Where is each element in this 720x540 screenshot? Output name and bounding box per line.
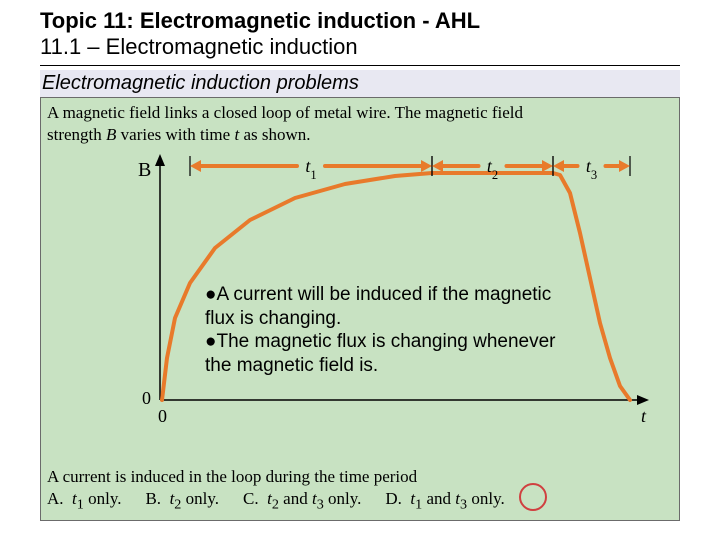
page-subtitle: 11.1 – Electromagnetic induction	[40, 34, 680, 60]
svg-text:t3: t3	[586, 156, 597, 182]
page-title: Topic 11: Electromagnetic induction - AH…	[40, 8, 680, 34]
bullet-icon: ●	[205, 331, 216, 352]
annotation-line1: ●A current will be induced if the magnet…	[205, 283, 565, 331]
svg-text:B: B	[138, 159, 151, 181]
header: Topic 11: Electromagnetic induction - AH…	[0, 0, 720, 63]
stem-var-B: B	[106, 125, 116, 144]
stem-line1: A magnetic field links a closed loop of …	[47, 103, 523, 122]
svg-text:0: 0	[158, 406, 167, 426]
answer-option[interactable]: A. t1 only.	[47, 489, 121, 513]
stem-line2-mid: varies with time	[116, 125, 234, 144]
title-underline	[40, 65, 680, 66]
bullet-icon: ●	[205, 284, 216, 305]
stem-line2-prefix: strength	[47, 125, 106, 144]
answer-option[interactable]: B. t2 only.	[145, 489, 219, 513]
problem-panel: A magnetic field links a closed loop of …	[40, 97, 680, 521]
svg-text:t2: t2	[487, 156, 498, 182]
svg-text:t: t	[641, 406, 647, 426]
chart: t1 t2 t3 Bt 00 ●A current will be induced if…	[55, 148, 665, 438]
svg-text:0: 0	[142, 388, 151, 408]
answers-block: A current is induced in the loop during …	[47, 467, 673, 513]
answer-option[interactable]: D. t1 and t3 only.	[385, 489, 504, 513]
stem-line2-suffix: as shown.	[239, 125, 310, 144]
answers-row: A. t1 only. B. t2 only. C. t2 and t3 only.…	[47, 489, 673, 513]
answers-question: A current is induced in the loop during …	[47, 467, 673, 487]
answer-option[interactable]: C. t2 and t3 only.	[243, 489, 361, 513]
svg-text:t1: t1	[305, 156, 316, 182]
annotation-box: ●A current will be induced if the magnet…	[205, 283, 565, 378]
section-label: Electromagnetic induction problems	[40, 70, 680, 97]
answer-circle-icon	[519, 483, 547, 511]
annotation-line2: ●The magnetic flux is changing whenever …	[205, 330, 565, 378]
problem-stem: A magnetic field links a closed loop of …	[47, 102, 673, 146]
